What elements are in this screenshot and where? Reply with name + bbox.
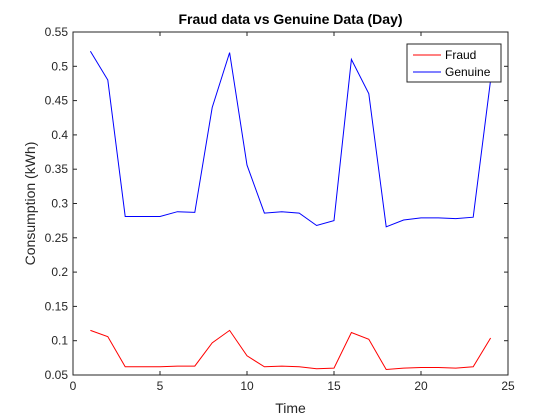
- y-tick-label: 0.25: [45, 231, 69, 245]
- x-axis: 0 5 10 15 20 25: [70, 32, 515, 393]
- series-layer: [89, 50, 492, 371]
- y-axis: 0.05 0.1 0.15 0.2 0.25 0.3 0.35 0.4 0.45 0.5 0.55: [45, 25, 508, 382]
- legend-label-fraud: Fraud: [445, 48, 476, 62]
- y-tick-label: 0.55: [45, 25, 69, 39]
- y-tick-label: 0.3: [51, 197, 68, 211]
- plot-area: [73, 32, 508, 375]
- legend-label-genuine: Genuine: [445, 65, 491, 79]
- chart-title: Fraud data vs Genuine Data (Day): [178, 11, 402, 27]
- y-axis-title: Consumption (kWh): [22, 142, 38, 266]
- legend: Fraud Genuine: [406, 43, 502, 83]
- x-tick-label: 5: [157, 379, 164, 393]
- legend-box: [406, 43, 502, 83]
- series-line-fraud: [90, 329, 492, 371]
- y-tick-label: 0.2: [51, 265, 68, 279]
- y-tick-label: 0.15: [45, 299, 69, 313]
- y-tick-label: 0.45: [45, 94, 69, 108]
- x-tick-label: 10: [240, 379, 254, 393]
- x-tick-label: 15: [327, 379, 341, 393]
- y-tick-label: 0.5: [51, 59, 68, 73]
- y-tick-label: 0.35: [45, 162, 69, 176]
- x-tick-label: 25: [501, 379, 515, 393]
- x-axis-title: Time: [275, 400, 306, 416]
- y-tick-label: 0.1: [51, 334, 68, 348]
- x-tick-label: 20: [414, 379, 428, 393]
- y-tick-label: 0.05: [45, 368, 69, 382]
- series-line-genuine: [89, 50, 492, 228]
- y-tick-label: 0.4: [51, 128, 68, 142]
- x-tick-label: 0: [70, 379, 77, 393]
